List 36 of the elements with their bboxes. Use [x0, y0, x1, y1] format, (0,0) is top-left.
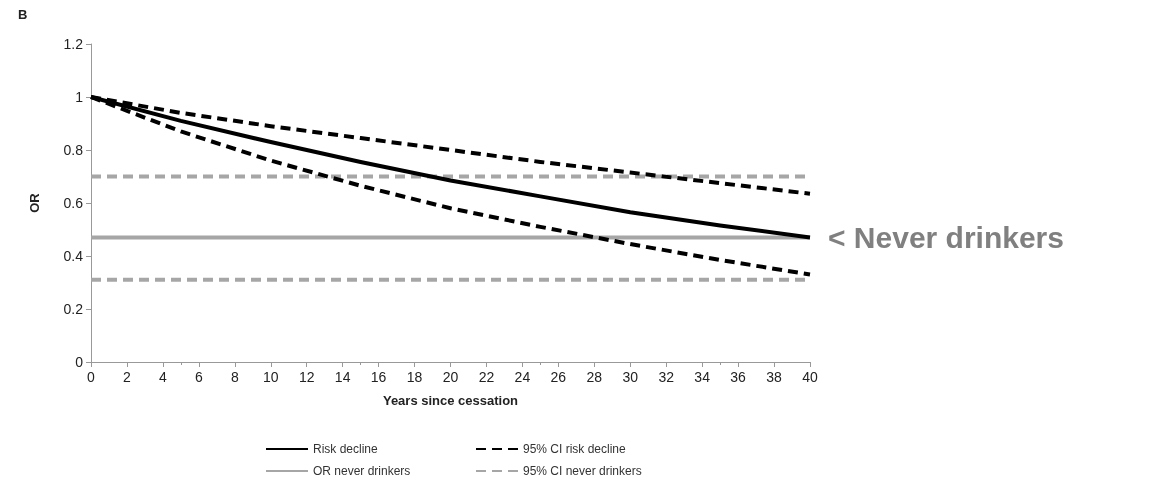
- x-tick-label: 30: [622, 369, 639, 385]
- x-tick-label: 16: [370, 369, 387, 385]
- y-tick-label: 0.2: [63, 301, 84, 317]
- y-tick-label: 1.2: [63, 36, 84, 52]
- x-tick-label: 32: [658, 369, 675, 385]
- x-tick-label: 18: [406, 369, 423, 385]
- x-tick-label: 14: [334, 369, 351, 385]
- x-tick-label: 8: [230, 369, 239, 385]
- legend-label: Risk decline: [313, 442, 379, 456]
- y-tick-label: 1: [75, 89, 84, 105]
- x-tick-label: 36: [730, 369, 747, 385]
- y-axis-title: OR: [27, 192, 42, 213]
- y-tick-label: 0: [75, 354, 84, 370]
- y-tick-label: 0.8: [63, 142, 84, 158]
- x-tick-label: 28: [586, 369, 603, 385]
- y-tick-label: 0.6: [63, 195, 84, 211]
- x-tick-label: 38: [766, 369, 783, 385]
- x-axis-title: Years since cessation: [382, 393, 519, 408]
- x-tick-label: 34: [694, 369, 711, 385]
- x-tick-label: 6: [194, 369, 203, 385]
- x-tick-label: 24: [514, 369, 531, 385]
- legend-label: 95% CI risk decline: [523, 442, 627, 456]
- legend-label: 95% CI never drinkers: [523, 464, 642, 478]
- legend-label: OR never drinkers: [313, 464, 411, 478]
- text: B: [18, 7, 28, 22]
- x-tick-label: 0: [87, 369, 96, 385]
- x-tick-label: 40: [802, 369, 818, 385]
- x-tick-label: 26: [550, 369, 567, 385]
- y-tick-label: 0.4: [63, 248, 84, 264]
- x-tick-label: 12: [298, 369, 315, 385]
- x-tick-label: 20: [442, 369, 459, 385]
- annotation: < Never drinkers: [828, 220, 1064, 254]
- x-tick-label: 2: [123, 369, 132, 385]
- x-tick-label: 4: [159, 369, 167, 385]
- x-tick-label: 22: [478, 369, 495, 385]
- x-tick-label: 10: [262, 369, 279, 385]
